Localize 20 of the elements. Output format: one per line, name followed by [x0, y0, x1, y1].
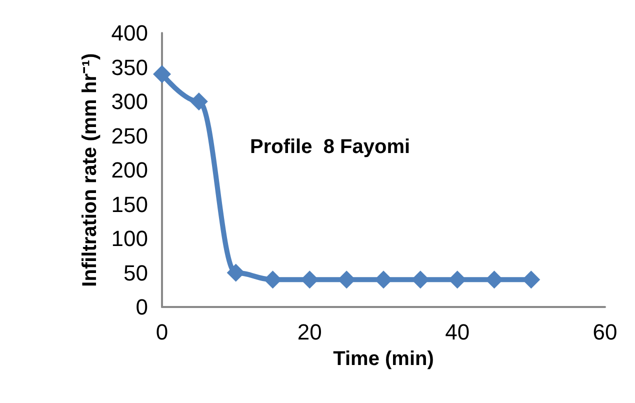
x-tick-label: 20 — [297, 320, 322, 344]
x-tick-label: 60 — [592, 320, 618, 344]
x-tick-label: 0 — [156, 320, 168, 344]
y-tick-label: 250 — [111, 123, 148, 148]
y-tick-label: 0 — [136, 294, 148, 320]
y-tick-label: 350 — [111, 54, 148, 80]
point — [190, 92, 208, 110]
y-tick-label: 150 — [111, 192, 148, 217]
y-tick-label: 400 — [111, 20, 148, 46]
y-tick-label: 100 — [111, 226, 148, 251]
annotation: Profile 8 Fayomi — [250, 136, 410, 158]
x-axis-title: Time (min) — [333, 348, 434, 370]
y-tick-label: 300 — [111, 89, 148, 114]
y-tick-label: 200 — [111, 158, 148, 182]
point — [153, 65, 171, 84]
point — [226, 264, 245, 282]
x-tick-label: 40 — [445, 320, 470, 344]
y-tick-label: 50 — [124, 260, 148, 286]
point — [374, 270, 392, 289]
y-axis-title: Infiltration rate (mm hr⁻¹) — [79, 53, 101, 287]
